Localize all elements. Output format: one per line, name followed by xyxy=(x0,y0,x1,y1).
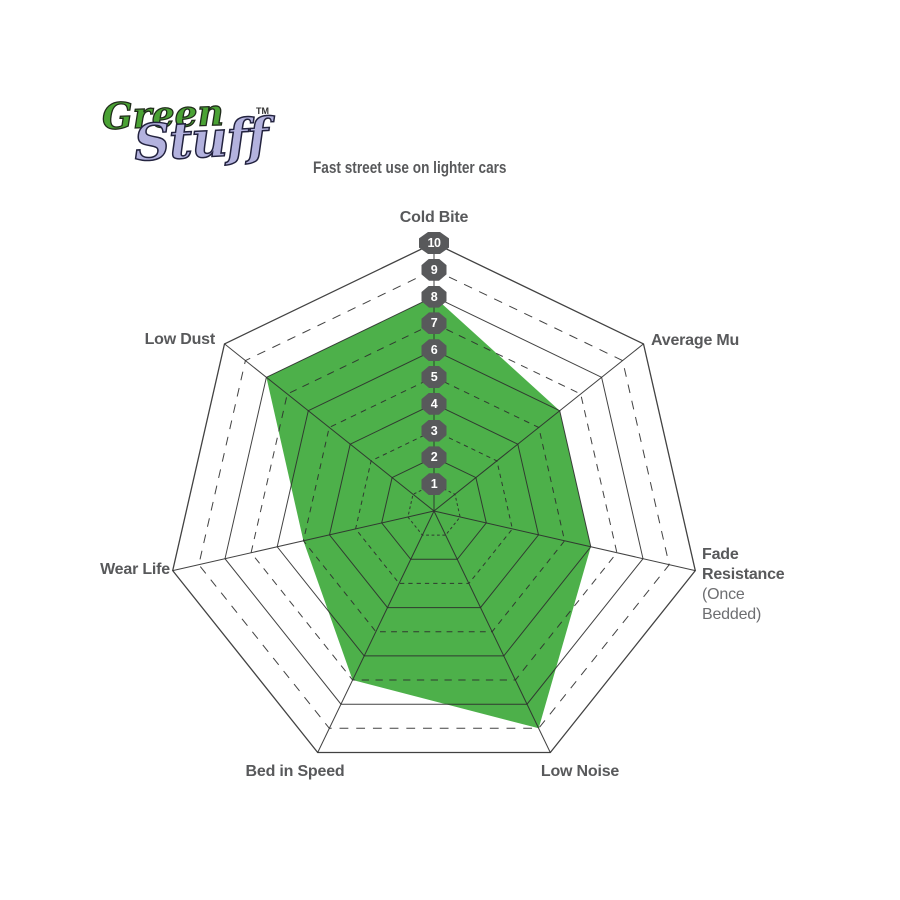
scale-badge-5: 5 xyxy=(421,366,447,388)
radar-spoke-fade-resistance xyxy=(433,510,696,572)
scale-badge-2: 2 xyxy=(421,446,447,469)
axis-label-low-noise: Low Noise xyxy=(540,763,620,780)
radar-grid-ring-2 xyxy=(381,456,487,560)
radar-grid-ring-7 xyxy=(250,322,618,681)
chart-subtitle: Fast street use on lighter cars xyxy=(313,158,507,177)
radar-grid-ring-9 xyxy=(198,269,670,729)
radar-grid-ring-3 xyxy=(355,430,513,584)
axis-label-bed-in-speed: Bed in Speed xyxy=(245,763,345,780)
radar-spoke-wear-life xyxy=(172,510,435,572)
axis-sublabel-fade-resistance: (Once Bedded) xyxy=(702,586,762,623)
axis-label-wear-life: Wear Life xyxy=(100,561,170,578)
axis-label-low-dust: Low Dust xyxy=(144,331,216,348)
greenstuff-logo: Green Stuff TM xyxy=(96,91,276,206)
trademark-symbol: TM xyxy=(256,106,269,116)
radar-grid-ring-6 xyxy=(276,349,592,657)
radar-grid-ring-8 xyxy=(224,296,644,705)
scale-badge-7: 7 xyxy=(421,312,447,335)
radar-grid-ring-1 xyxy=(407,483,461,536)
axis-label-average-mu: Average Mu xyxy=(651,332,740,349)
scale-badge-4: 4 xyxy=(421,392,447,415)
scale-badge-10: 10 xyxy=(419,232,449,254)
logo-stuff-text: Stuff xyxy=(132,106,270,173)
axis-label-cold-bite: Cold Bite xyxy=(399,209,469,226)
radar-grid-ring-4 xyxy=(328,403,540,609)
scale-badge-3: 3 xyxy=(421,419,447,442)
radar-spoke-low-noise xyxy=(433,510,551,753)
scale-badge-6: 6 xyxy=(421,339,447,362)
scale-badge-8: 8 xyxy=(421,285,447,308)
radar-grid-ring-5 xyxy=(302,376,566,633)
scale-badge-9: 9 xyxy=(421,258,447,281)
radar-spoke-low-dust xyxy=(224,343,435,512)
radar-spoke-average-mu xyxy=(433,343,644,512)
axis-label-fade-resistance: Fade Resistance (Once Bedded) xyxy=(702,545,802,625)
radar-spoke-bed-in-speed xyxy=(317,510,435,753)
radar-grid-ring-10 xyxy=(171,242,697,754)
scale-badge-1: 1 xyxy=(421,473,447,496)
